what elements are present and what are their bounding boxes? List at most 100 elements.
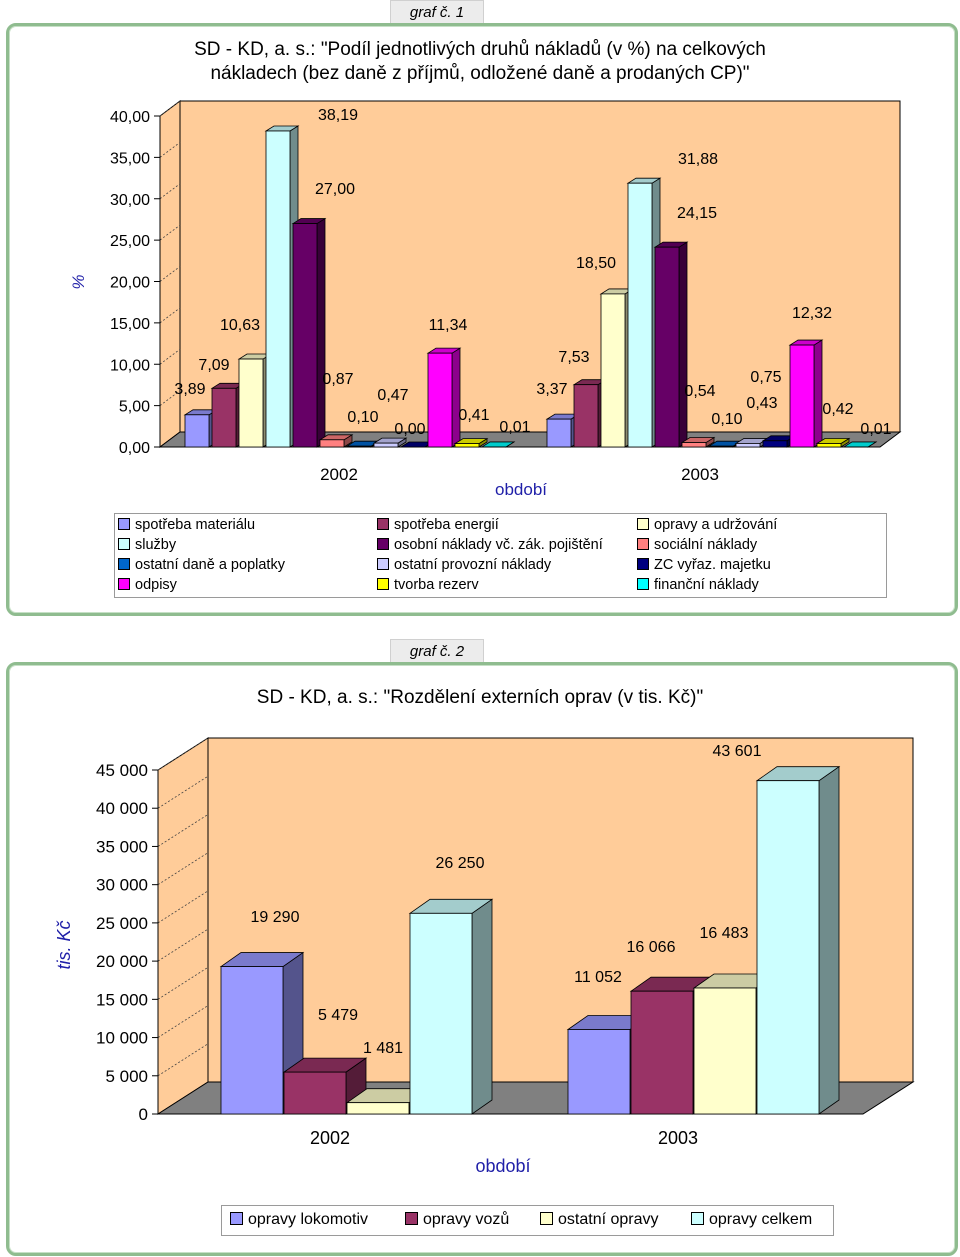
y-guide: [159, 307, 181, 324]
legend-swatch: [540, 1212, 553, 1225]
y-guide: [157, 775, 209, 809]
legend-label: odpisy: [135, 577, 177, 593]
bar-front: [600, 293, 626, 448]
y-axis-title: tis. Kč: [54, 920, 74, 969]
graph2-tab: graf č. 2: [390, 639, 484, 664]
y-guide: [159, 390, 181, 406]
data-label: 31,88: [678, 151, 718, 168]
legend-label: tvorba rezerv: [394, 577, 479, 593]
bar-side: [316, 217, 326, 448]
bar: [566, 1014, 652, 1115]
data-label: 24,15: [677, 205, 717, 222]
legend-item: spotřeba materiálu: [118, 516, 255, 534]
bar-front: [567, 1029, 631, 1115]
legend-swatch: [405, 1212, 418, 1225]
y-guide: [159, 224, 181, 241]
x-axis-title: období: [495, 480, 547, 499]
graph1-chart: 0,00 5,00 10,00 15,00 20,00 25,00 30,00 35,00 40…: [69, 100, 902, 499]
legend-item: opravy lokomotiv: [230, 1211, 368, 1229]
y-tick-label: 15 000: [96, 990, 148, 1009]
legend-item: finanční náklady: [637, 576, 759, 594]
legend-label: spotřeba materiálu: [135, 517, 256, 533]
bar-front: [681, 442, 707, 448]
bar-front: [816, 443, 842, 448]
bar-front: [789, 344, 815, 448]
legend-label: opravy celkem: [709, 1211, 813, 1228]
y-guide: [157, 1043, 209, 1077]
data-label: 0,54: [684, 383, 715, 400]
bar-front: [762, 440, 788, 448]
bar: [453, 437, 489, 448]
bar-front: [756, 780, 820, 1115]
bar-front: [427, 352, 453, 448]
legend-label: spotřeba energií: [394, 517, 499, 533]
legend-label: ostatní opravy: [558, 1211, 659, 1228]
data-label: 0,43: [746, 395, 777, 412]
data-label: 0,00: [394, 421, 425, 438]
bar-front: [454, 443, 480, 448]
legend-swatch: [377, 518, 389, 530]
graph2-legend: opravy lokomotiv opravy vozů ostatní oprav…: [221, 1205, 834, 1236]
bar: [318, 434, 354, 448]
legend-swatch: [118, 558, 130, 570]
bar-front: [211, 387, 237, 448]
legend-item: odpisy: [118, 576, 177, 594]
legend-label: opravy vozů: [423, 1211, 510, 1228]
bar-front: [283, 1071, 347, 1115]
bar-front: [708, 445, 734, 448]
legend-swatch: [377, 558, 389, 570]
legend-item: sociální náklady: [637, 536, 757, 554]
y-tick-label: 0,00: [119, 440, 150, 457]
y-tick-label: 5,00: [119, 399, 150, 416]
bar-side: [451, 347, 461, 448]
legend-item: opravy a udržování: [637, 516, 777, 534]
legend-item: osobní náklady vč. zák. pojištění: [377, 536, 603, 554]
y-guide: [159, 348, 181, 365]
y-guide: [159, 183, 181, 200]
graph2-title: SD - KD, a. s.: "Rozdělení externích opr…: [256, 687, 704, 708]
bar: [372, 437, 408, 448]
legend-swatch: [377, 538, 389, 550]
bar-side: [471, 898, 493, 1115]
y-tick-label: 40 000: [96, 799, 148, 818]
bar-front: [735, 443, 761, 448]
data-label: 0,87: [322, 371, 353, 388]
y-tick-label: 35,00: [110, 150, 150, 167]
category-label: 2002: [310, 1128, 350, 1148]
legend-label: opravy lokomotiv: [248, 1211, 369, 1228]
legend-swatch: [118, 578, 130, 590]
bar-front: [630, 990, 694, 1115]
y-guide: [157, 814, 209, 847]
legend-swatch: [377, 578, 389, 590]
bar-front: [184, 414, 210, 448]
bar-front: [319, 439, 345, 448]
data-label: 7,09: [198, 357, 229, 374]
legend-swatch: [637, 538, 649, 550]
bar: [755, 765, 841, 1115]
y-tick-label: 40,00: [110, 109, 150, 126]
y-guide: [157, 852, 209, 886]
legend-swatch: [691, 1212, 704, 1225]
data-label: 3,89: [174, 381, 205, 398]
data-label: 0,01: [860, 421, 891, 438]
data-label: 12,32: [792, 305, 832, 322]
data-label: 7,53: [558, 349, 589, 366]
legend-swatch: [118, 518, 130, 530]
legend-label: ZC vyřaz. majetku: [654, 557, 771, 573]
bar-front: [265, 130, 291, 448]
legend-item: spotřeba energií: [377, 516, 499, 534]
bar-front: [346, 1102, 410, 1115]
graph2-chart: 0 5 000 10 000 15 000 20 000 25 000 30 000 35 0…: [54, 737, 915, 1176]
x-axis-title: období: [475, 1156, 530, 1176]
data-label: 3,37: [536, 381, 567, 398]
legend-item: ostatní provozní náklady: [377, 556, 551, 574]
data-label: 27,00: [315, 181, 355, 198]
category-label: 2002: [320, 465, 358, 484]
legend-item: opravy celkem: [691, 1211, 812, 1229]
y-guide: [159, 142, 181, 158]
data-label: 0,75: [750, 369, 781, 386]
legend-label: opravy a udržování: [654, 517, 778, 533]
y-tick-label: 10 000: [96, 1029, 148, 1048]
data-label: 16 483: [700, 925, 749, 942]
bar: [842, 441, 878, 448]
